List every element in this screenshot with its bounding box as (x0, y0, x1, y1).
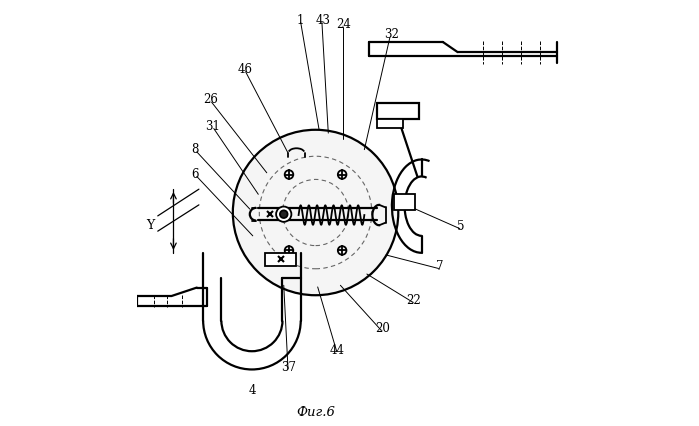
Bar (377, 119, 403, 129)
Text: 22: 22 (407, 293, 421, 306)
Text: 6: 6 (191, 167, 199, 181)
Text: Y: Y (146, 219, 154, 231)
Text: 32: 32 (384, 29, 399, 41)
Text: 24: 24 (336, 18, 352, 31)
Text: 43: 43 (316, 14, 331, 27)
Text: 20: 20 (375, 322, 389, 334)
Text: 26: 26 (203, 93, 218, 106)
Text: 37: 37 (281, 360, 296, 373)
Text: 5: 5 (457, 219, 464, 232)
Text: 46: 46 (237, 63, 252, 75)
Bar (377, 104, 419, 119)
Text: 31: 31 (205, 119, 220, 132)
Bar (265, 253, 296, 266)
Text: 4: 4 (249, 383, 257, 397)
Bar (394, 195, 415, 210)
Circle shape (280, 211, 287, 219)
Text: 1: 1 (297, 14, 304, 27)
Circle shape (233, 130, 398, 296)
Text: 7: 7 (435, 259, 443, 272)
Text: 44: 44 (330, 343, 345, 356)
Circle shape (276, 207, 291, 222)
Text: 8: 8 (191, 143, 199, 156)
Text: Фиг.6: Фиг.6 (296, 405, 335, 417)
